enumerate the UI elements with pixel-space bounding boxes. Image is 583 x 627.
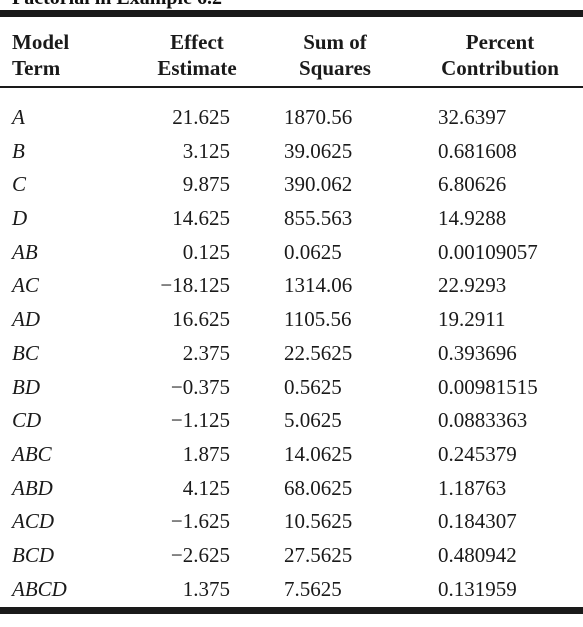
header-effect-line1: Effect (170, 30, 224, 54)
table-row: ACD −1.625 10.5625 0.184307 (0, 508, 583, 542)
cell-effect-estimate: 14.625 (172, 206, 230, 231)
header-sum-line2: Squares (299, 56, 371, 80)
cell-model-term: CD (12, 408, 42, 433)
cell-model-term: ABC (12, 441, 52, 466)
table-row: B 3.125 39.0625 0.681608 (0, 138, 583, 172)
cell-model-term: AB (12, 239, 38, 264)
table-caption: Factorial in Example 6.2 (12, 0, 222, 10)
header-model-term: Model Term (12, 29, 69, 81)
cell-sum-of-squares: 14.0625 (284, 441, 353, 466)
cell-percent-contribution: 0.131959 (438, 576, 517, 601)
cell-effect-estimate: −1.625 (170, 509, 230, 534)
cell-effect-estimate: −0.375 (170, 374, 230, 399)
header-model-line2: Term (12, 56, 61, 80)
table-row: D 14.625 855.563 14.9288 (0, 205, 583, 239)
cell-percent-contribution: 1.18763 (438, 475, 507, 500)
cell-effect-estimate: 3.125 (182, 138, 230, 163)
table-row: C 9.875 390.062 6.80626 (0, 171, 583, 205)
cell-model-term: D (12, 206, 28, 231)
table-bottom-rule (0, 607, 583, 614)
header-percent-contribution: Percent Contribution (425, 29, 575, 81)
cell-sum-of-squares: 22.5625 (284, 340, 353, 365)
table-row: ABD 4.125 68.0625 1.18763 (0, 475, 583, 509)
cell-percent-contribution: 19.2911 (438, 307, 506, 332)
cell-percent-contribution: 0.245379 (438, 441, 517, 466)
cell-model-term: C (12, 172, 27, 197)
cell-sum-of-squares: 5.0625 (284, 408, 342, 433)
table-row: BCD −2.625 27.5625 0.480942 (0, 542, 583, 576)
cell-sum-of-squares: 39.0625 (284, 138, 353, 163)
cell-effect-estimate: 16.625 (172, 307, 230, 332)
table-row: CD −1.125 5.0625 0.0883363 (0, 407, 583, 441)
cell-model-term: AD (12, 307, 40, 332)
cell-effect-estimate: 0.125 (182, 239, 230, 264)
cell-sum-of-squares: 7.5625 (284, 576, 342, 601)
cell-percent-contribution: 0.480942 (438, 542, 517, 567)
cell-effect-estimate: 2.375 (182, 340, 230, 365)
header-effect-estimate: Effect Estimate (142, 29, 252, 81)
table-row: AC −18.125 1314.06 22.9293 (0, 272, 583, 306)
cell-percent-contribution: 22.9293 (438, 273, 507, 298)
cell-sum-of-squares: 1105.56 (284, 307, 352, 332)
cell-model-term: BCD (12, 542, 54, 567)
cell-sum-of-squares: 68.0625 (284, 475, 353, 500)
cell-percent-contribution: 0.393696 (438, 340, 517, 365)
cell-sum-of-squares: 855.563 (284, 206, 353, 231)
cell-percent-contribution: 0.00109057 (438, 239, 538, 264)
cell-model-term: AC (12, 273, 39, 298)
cell-sum-of-squares: 1314.06 (284, 273, 353, 298)
cell-percent-contribution: 14.9288 (438, 206, 507, 231)
cell-percent-contribution: 0.681608 (438, 138, 517, 163)
cell-model-term: ACD (12, 509, 54, 534)
cell-effect-estimate: 1.875 (182, 441, 230, 466)
cell-model-term: A (12, 105, 25, 129)
table-row: BD −0.375 0.5625 0.00981515 (0, 374, 583, 408)
table-row: ABCD 1.375 7.5625 0.131959 (0, 576, 583, 610)
cell-effect-estimate: 1.375 (182, 576, 230, 601)
cell-sum-of-squares: 27.5625 (284, 542, 353, 567)
cell-percent-contribution: 32.6397 (438, 105, 507, 129)
header-effect-line2: Estimate (157, 56, 237, 80)
cell-effect-estimate: 21.625 (172, 105, 230, 129)
cell-model-term: B (12, 138, 25, 163)
cell-model-term: ABD (12, 475, 53, 500)
cell-percent-contribution: 0.184307 (438, 509, 517, 534)
table-top-rule (0, 10, 583, 17)
table-row: AD 16.625 1105.56 19.2911 (0, 306, 583, 340)
cell-percent-contribution: 0.0883363 (438, 408, 528, 433)
header-pct-line1: Percent (465, 30, 535, 54)
cell-sum-of-squares: 0.5625 (284, 374, 342, 399)
cell-effect-estimate: −1.125 (170, 408, 230, 433)
header-sum-of-squares: Sum of Squares (280, 29, 390, 81)
cell-model-term: BD (12, 374, 40, 399)
header-sum-line1: Sum of (303, 30, 367, 54)
table-body: A 21.625 1870.56 32.6397 B 3.125 39.0625 0.6816… (0, 104, 583, 609)
cell-sum-of-squares: 390.062 (284, 172, 353, 197)
table-row: ABC 1.875 14.0625 0.245379 (0, 441, 583, 475)
cell-percent-contribution: 6.80626 (438, 172, 507, 197)
header-model-line1: Model (12, 30, 70, 54)
cell-sum-of-squares: 10.5625 (284, 509, 353, 534)
cell-effect-estimate: 9.875 (182, 172, 230, 197)
table-row: A 21.625 1870.56 32.6397 (0, 104, 583, 138)
cell-sum-of-squares: 1870.56 (284, 105, 353, 129)
cell-percent-contribution: 0.00981515 (438, 374, 538, 399)
table-row: BC 2.375 22.5625 0.393696 (0, 340, 583, 374)
cell-model-term: ABCD (12, 576, 67, 601)
cell-sum-of-squares: 0.0625 (284, 239, 342, 264)
cell-effect-estimate: −2.625 (170, 542, 230, 567)
cell-effect-estimate: −18.125 (160, 273, 230, 298)
header-rule (0, 86, 583, 88)
cell-model-term: BC (12, 340, 39, 365)
cell-effect-estimate: 4.125 (182, 475, 230, 500)
header-pct-line2: Contribution (441, 56, 559, 80)
table-row: AB 0.125 0.0625 0.00109057 (0, 239, 583, 273)
